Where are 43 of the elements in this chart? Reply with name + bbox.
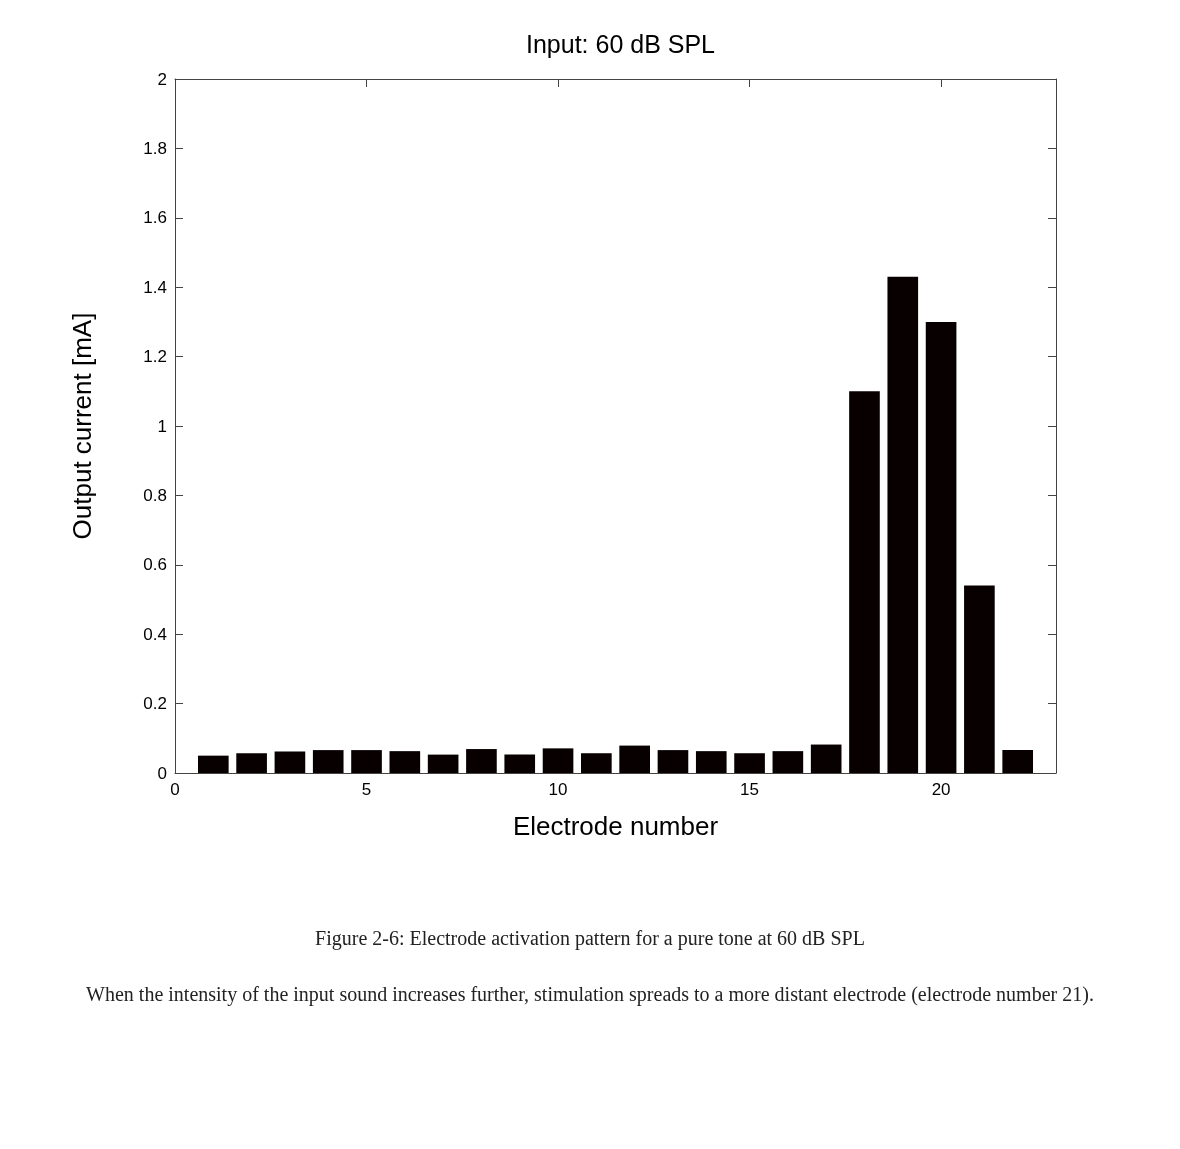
bar bbox=[734, 753, 765, 773]
bar bbox=[695, 751, 727, 773]
bar bbox=[504, 754, 536, 773]
y-tick-label: 2 bbox=[157, 69, 167, 89]
bar bbox=[964, 585, 995, 773]
chart-title: Input: 60 dB SPL bbox=[525, 29, 716, 58]
x-axis-title: Electrode number bbox=[512, 811, 719, 841]
x-tick-label: 15 bbox=[740, 780, 760, 799]
text: When the intensity of the input sound increases further, stimulation spreads to a more distant electrode (electrode number 21). bbox=[85, 982, 1095, 1008]
bar bbox=[887, 276, 919, 773]
y-axis-title: Output current [mA] bbox=[67, 312, 97, 540]
y-tick-label: 1 bbox=[157, 416, 167, 436]
x-tick-label: 5 bbox=[361, 780, 372, 799]
bar bbox=[312, 750, 344, 773]
bar bbox=[351, 750, 382, 773]
bar bbox=[810, 744, 842, 773]
x-tick-label: 20 bbox=[931, 780, 951, 799]
y-tick-label: 1.6 bbox=[143, 208, 167, 228]
bar bbox=[197, 755, 229, 773]
bar bbox=[542, 748, 574, 773]
bar bbox=[236, 753, 267, 773]
bar bbox=[274, 751, 306, 773]
bar bbox=[389, 751, 421, 773]
y-tick-label: 1.2 bbox=[143, 347, 167, 367]
bar bbox=[581, 753, 612, 773]
bar bbox=[466, 749, 497, 773]
bar bbox=[657, 750, 689, 773]
bar bbox=[619, 745, 650, 773]
bar bbox=[849, 391, 880, 773]
y-tick-label: 0 bbox=[157, 763, 167, 783]
bar bbox=[1002, 750, 1034, 773]
y-tick-label: 0.6 bbox=[143, 555, 167, 575]
y-tick-label: 1.4 bbox=[143, 277, 167, 297]
y-tick-label: 0.2 bbox=[143, 694, 167, 714]
bar bbox=[772, 751, 804, 773]
x-tick-label: 0 bbox=[170, 780, 180, 799]
y-tick-label: 0.4 bbox=[143, 624, 167, 644]
bar bbox=[925, 321, 957, 773]
y-tick-label: 1.8 bbox=[143, 138, 167, 158]
y-tick-label: 0.8 bbox=[143, 485, 167, 505]
caption: Figure 2-6: Electrode activation pattern for a pure tone at 60 dB SPL bbox=[314, 926, 866, 952]
bar bbox=[427, 754, 459, 773]
x-tick-label: 10 bbox=[548, 780, 568, 799]
